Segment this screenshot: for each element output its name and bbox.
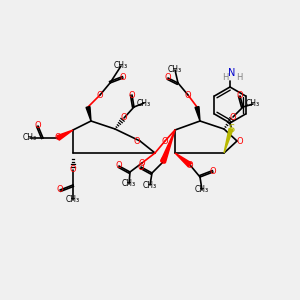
Text: O: O [57, 185, 63, 194]
Text: O: O [138, 163, 144, 172]
Text: CH₃: CH₃ [168, 65, 182, 74]
Text: CH₃: CH₃ [195, 185, 209, 194]
Text: O: O [116, 161, 122, 170]
Text: O: O [237, 92, 243, 100]
Text: O: O [121, 113, 127, 122]
Text: O: O [230, 112, 236, 122]
Text: S: S [228, 124, 234, 134]
Text: O: O [35, 122, 41, 130]
Polygon shape [161, 130, 175, 163]
Text: O: O [210, 167, 216, 176]
Text: H: H [236, 73, 242, 82]
Text: CH₃: CH₃ [137, 98, 151, 107]
Polygon shape [86, 106, 91, 121]
Text: O: O [165, 74, 171, 82]
Polygon shape [175, 153, 192, 167]
Text: CH₃: CH₃ [23, 134, 37, 142]
Text: CH₃: CH₃ [143, 181, 157, 190]
Text: H: H [222, 73, 228, 82]
Text: CH₃: CH₃ [246, 100, 260, 109]
Text: O: O [97, 91, 103, 100]
Text: CH₃: CH₃ [114, 61, 128, 70]
Text: O: O [139, 158, 145, 167]
Text: CH₃: CH₃ [66, 196, 80, 205]
Text: O: O [187, 160, 193, 169]
Text: O: O [160, 158, 166, 166]
Text: N: N [228, 68, 236, 78]
Text: O: O [185, 91, 191, 100]
Text: CH₃: CH₃ [122, 179, 136, 188]
Text: O: O [134, 136, 140, 146]
Text: O: O [70, 166, 76, 175]
Text: O: O [129, 91, 135, 100]
Text: O: O [162, 136, 168, 146]
Polygon shape [224, 128, 233, 153]
Polygon shape [195, 106, 200, 121]
Text: O: O [120, 74, 126, 82]
Polygon shape [57, 130, 73, 140]
Text: O: O [55, 134, 61, 142]
Text: O: O [237, 136, 243, 146]
